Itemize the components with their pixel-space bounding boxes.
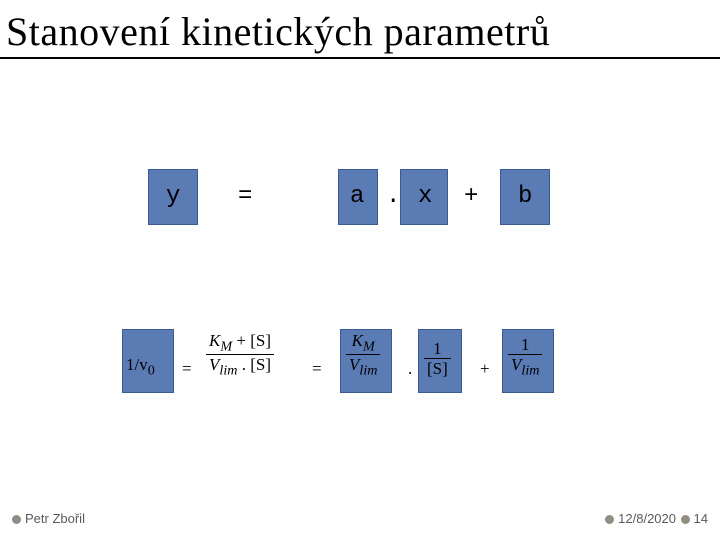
- invV0-text: 1/v0: [126, 355, 155, 374]
- symbol-equals-2a: =: [178, 358, 196, 379]
- bullet-icon: [681, 515, 690, 524]
- symbol-dot: .: [386, 183, 400, 210]
- symbol-y: y: [166, 183, 180, 210]
- symbol-plus-2: +: [476, 358, 494, 379]
- symbol-dot-2: .: [404, 358, 416, 379]
- symbol-b: b: [518, 183, 532, 210]
- bullet-icon: [605, 515, 614, 524]
- symbol-a: a: [350, 183, 364, 210]
- linear-equation-row: y = a . x + b: [0, 169, 720, 229]
- symbol-equals-2b: =: [308, 358, 326, 379]
- bullet-icon: [12, 515, 21, 524]
- term-invS: 1 [S]: [424, 339, 451, 379]
- lineweaver-burk-row: 1/v0 = KM + [S] Vlim . [S] = KM Vlim . 1…: [0, 329, 720, 399]
- term-slope: KM Vlim: [346, 331, 380, 379]
- symbol-x: x: [418, 183, 432, 210]
- slide-content: y = a . x + b 1/v0 = KM + [S] Vlim . [S]…: [0, 59, 720, 469]
- symbol-equals: =: [238, 183, 252, 210]
- footer-author: Petr Zbořil: [12, 511, 85, 526]
- term-intercept: 1 Vlim: [508, 335, 542, 379]
- symbol-plus: +: [464, 183, 478, 210]
- footer-page-number: 14: [681, 511, 708, 526]
- footer-date: 12/8/2020: [605, 511, 676, 526]
- term-combined-fraction: KM + [S] Vlim . [S]: [206, 331, 274, 379]
- term-invV0: 1/v0: [126, 355, 155, 379]
- slide-title: Stanovení kinetických parametrů: [0, 0, 720, 59]
